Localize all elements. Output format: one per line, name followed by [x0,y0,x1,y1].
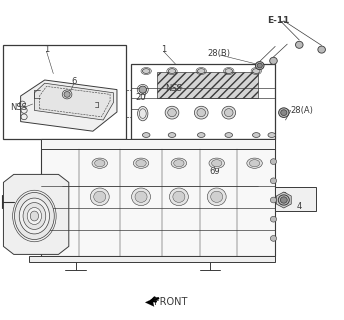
Ellipse shape [131,188,151,206]
Text: FRONT: FRONT [153,297,187,308]
Polygon shape [41,139,275,149]
Ellipse shape [222,106,236,119]
Ellipse shape [135,191,147,203]
Ellipse shape [252,69,260,74]
Ellipse shape [13,190,56,242]
Text: 1: 1 [44,45,49,54]
Ellipse shape [249,160,260,167]
Ellipse shape [209,158,225,168]
Ellipse shape [95,160,105,167]
Ellipse shape [194,106,208,119]
Ellipse shape [252,133,260,138]
Ellipse shape [270,216,277,222]
Text: 6: 6 [71,77,77,86]
Bar [3,45,126,139]
Ellipse shape [138,106,148,121]
Ellipse shape [270,236,277,241]
Text: 69: 69 [210,167,220,176]
Ellipse shape [270,178,277,184]
Ellipse shape [94,191,106,203]
Ellipse shape [168,133,176,138]
Text: NSS: NSS [10,103,28,112]
Text: 28(A): 28(A) [291,106,313,115]
Text: 28(B): 28(B) [207,49,230,58]
Ellipse shape [27,207,42,225]
Ellipse shape [14,193,54,239]
Ellipse shape [225,69,233,74]
Polygon shape [3,174,69,254]
Polygon shape [145,298,154,307]
Polygon shape [29,256,275,262]
Ellipse shape [295,41,303,48]
Ellipse shape [64,92,70,97]
Text: 4: 4 [297,202,302,211]
Ellipse shape [207,188,226,206]
Ellipse shape [136,160,146,167]
Ellipse shape [174,160,184,167]
Polygon shape [41,139,275,256]
Polygon shape [276,192,291,208]
Ellipse shape [142,69,150,74]
Text: 5: 5 [281,192,287,201]
Ellipse shape [142,133,150,138]
Ellipse shape [257,63,262,68]
Ellipse shape [280,197,287,203]
Ellipse shape [169,188,189,206]
Ellipse shape [212,160,222,167]
Ellipse shape [168,109,176,117]
Ellipse shape [30,211,39,221]
Text: E-11: E-11 [267,16,290,25]
Ellipse shape [197,133,205,138]
Ellipse shape [133,158,149,168]
Ellipse shape [318,46,325,53]
Ellipse shape [92,158,107,168]
Ellipse shape [270,57,277,64]
Ellipse shape [224,109,233,117]
Text: 1: 1 [161,45,166,54]
Ellipse shape [268,133,276,138]
Ellipse shape [278,195,289,205]
Ellipse shape [270,197,277,203]
Text: NSS: NSS [165,84,182,92]
Ellipse shape [211,191,223,203]
Ellipse shape [279,108,289,117]
Ellipse shape [171,158,186,168]
Polygon shape [21,80,117,131]
Ellipse shape [281,110,287,116]
Ellipse shape [23,203,46,229]
Polygon shape [34,83,114,120]
Ellipse shape [247,158,262,168]
Ellipse shape [173,191,185,203]
Ellipse shape [19,198,50,234]
Ellipse shape [165,106,179,119]
Ellipse shape [197,109,205,117]
Ellipse shape [197,69,205,74]
Polygon shape [131,64,275,139]
Ellipse shape [255,61,264,70]
Ellipse shape [139,86,147,93]
Ellipse shape [270,159,277,164]
Polygon shape [157,72,258,98]
Ellipse shape [90,188,109,206]
Ellipse shape [225,133,233,138]
Polygon shape [275,187,316,211]
Text: 20: 20 [136,93,146,102]
Ellipse shape [168,69,176,74]
